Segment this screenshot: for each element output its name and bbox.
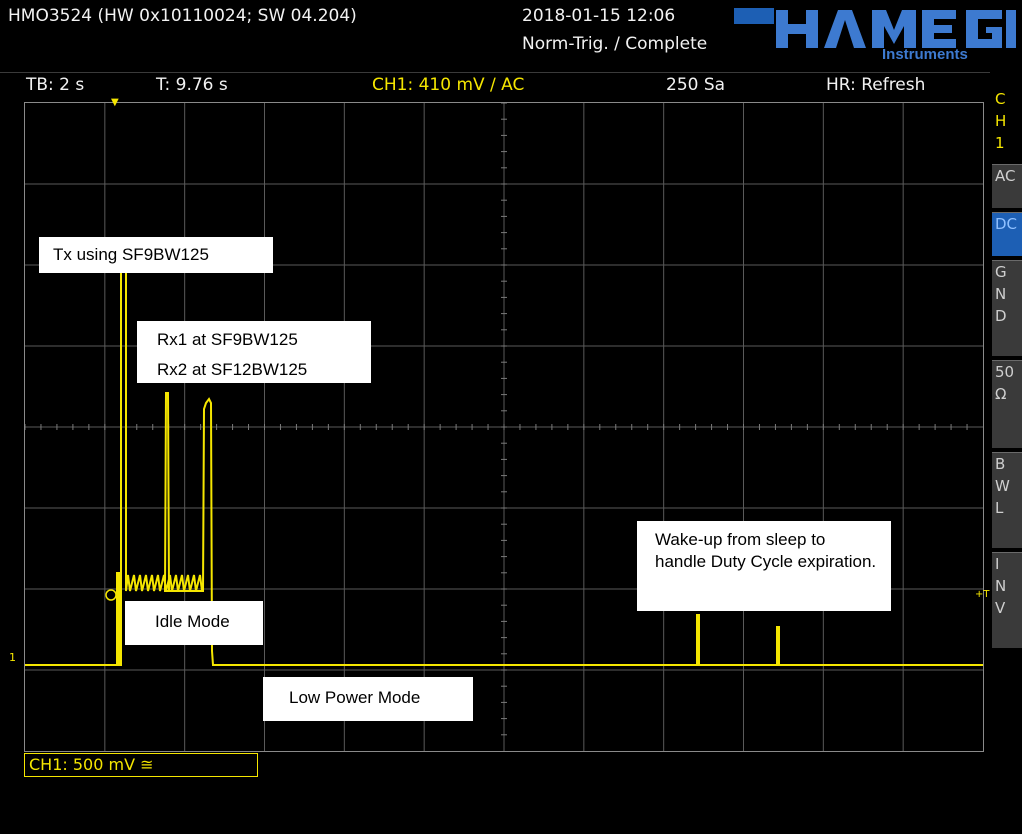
trigger-position-marker: ▼: [111, 97, 119, 108]
status-bar: TB: 2 s T: 9.76 s CH1: 410 mV ∕ AC 250 S…: [0, 72, 990, 101]
coupling-ac-button[interactable]: AC: [992, 164, 1022, 208]
bandwidth-limit-button[interactable]: B W L: [992, 452, 1022, 548]
annotation-wakeup: Wake-up from sleep to handle Duty Cycle …: [637, 521, 891, 611]
annotation-low-power: Low Power Mode: [263, 677, 473, 721]
header-bar: HMO3524 (HW 0x10110024; SW 04.204) 2018-…: [0, 0, 1022, 66]
trigger-time-readout[interactable]: T: 9.76 s: [156, 75, 228, 95]
trigger-point-marker: [105, 589, 117, 601]
coupling-dc-button[interactable]: DC: [992, 212, 1022, 256]
side-menu: C H 1 AC DC G N D 50 Ω B W L I N V: [992, 88, 1022, 748]
high-res-readout[interactable]: HR: Refresh: [826, 75, 926, 95]
channel-ground-marker: 1: [9, 651, 16, 664]
ch1-scale-readout[interactable]: CH1: 500 mV ≅: [24, 753, 258, 777]
trigger-level-marker: +T: [975, 589, 990, 600]
timebase-readout[interactable]: TB: 2 s: [26, 75, 85, 95]
ch1-waveform: [25, 262, 983, 666]
trigger-status: Norm-Trig. / Complete: [522, 34, 708, 54]
sample-rate-readout: 250 Sa: [666, 75, 726, 95]
annotation-rx1: Rx1 at SF9BW125: [157, 330, 298, 349]
logo-subtitle: Instruments: [882, 46, 968, 63]
side-channel-label: C H 1: [992, 88, 1022, 160]
hameg-logo: Instruments: [734, 0, 1022, 66]
device-info: HMO3524 (HW 0x10110024; SW 04.204): [8, 6, 357, 26]
datetime: 2018-01-15 12:06: [522, 6, 676, 26]
ch1-trace: [25, 262, 983, 666]
waveform-svg: [25, 103, 983, 751]
annotation-rx2: Rx2 at SF12BW125: [157, 360, 308, 379]
channel-trigger-readout[interactable]: CH1: 410 mV ∕ AC: [372, 75, 525, 95]
coupling-gnd-button[interactable]: G N D: [992, 260, 1022, 356]
waveform-display[interactable]: ▼ +T 1 Tx using SF9BW125 Rx1 at SF9BW125…: [9, 97, 990, 752]
invert-button[interactable]: I N V: [992, 552, 1022, 648]
annotation-rx: Rx1 at SF9BW125 Rx2 at SF12BW125: [137, 321, 371, 383]
impedance-50-ohm-button[interactable]: 50 Ω: [992, 360, 1022, 448]
annotation-idle: Idle Mode: [125, 601, 263, 645]
annotation-tx: Tx using SF9BW125: [39, 237, 273, 273]
